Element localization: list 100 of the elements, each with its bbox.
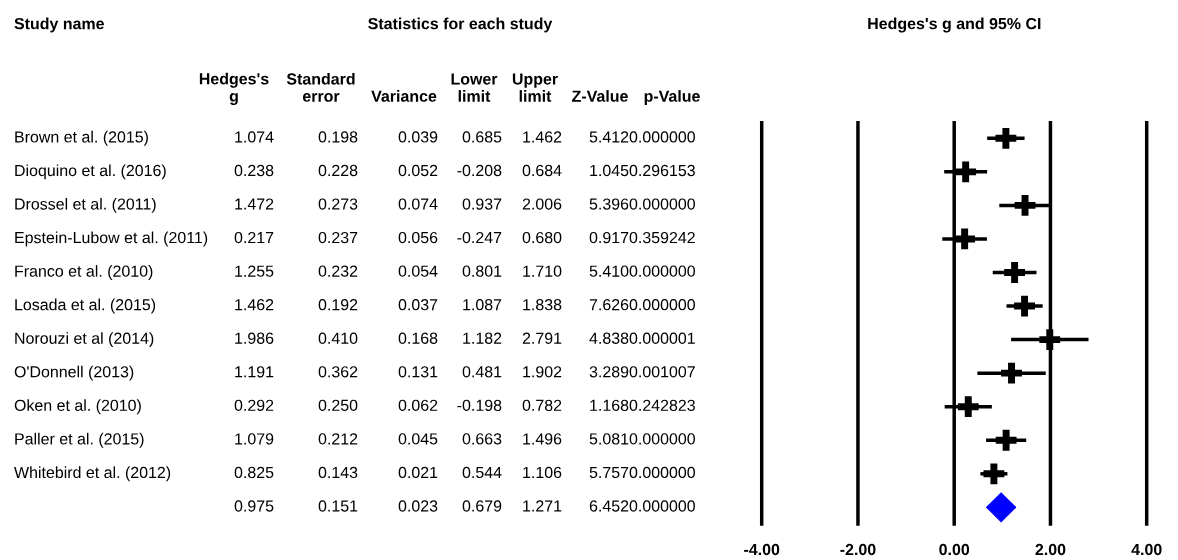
text: 6.452 bbox=[589, 500, 629, 512]
text: -0.247 bbox=[457, 231, 502, 244]
point bbox=[983, 463, 1005, 485]
text: 0.045 bbox=[398, 433, 438, 445]
text: 0.237 bbox=[318, 231, 358, 244]
text: 1.255 bbox=[235, 265, 274, 277]
text: 3.289 bbox=[589, 366, 629, 378]
text: 0.168 bbox=[398, 332, 438, 344]
text: 0.000000 bbox=[629, 466, 695, 479]
text: 1.074 bbox=[235, 131, 274, 143]
text: 1.902 bbox=[523, 366, 562, 378]
text: -0.208 bbox=[457, 164, 502, 177]
text: 0.481 bbox=[462, 366, 502, 378]
text: 0.143 bbox=[318, 466, 358, 479]
text: 0.054 bbox=[398, 265, 438, 277]
category-label: Drossel et al. (2011) bbox=[15, 197, 156, 213]
text: 0.000000 bbox=[629, 500, 695, 512]
text: 5.757 bbox=[589, 466, 629, 479]
text: 0.000001 bbox=[629, 332, 695, 344]
category-label: Brown et al. (2015) bbox=[15, 130, 148, 146]
text: 0.052 bbox=[398, 164, 438, 177]
category-label: Dioquino et al. (2016) bbox=[15, 164, 166, 180]
text: 0.062 bbox=[398, 399, 438, 411]
text: 0.039 bbox=[398, 131, 438, 143]
text: 0.782 bbox=[522, 399, 562, 411]
category-label: Z-Value bbox=[572, 90, 628, 102]
text: 0.000000 bbox=[629, 131, 695, 143]
text: 1.106 bbox=[523, 466, 562, 479]
category-label: Standard error bbox=[286, 72, 355, 102]
category-label: O'Donnell (2013) bbox=[14, 365, 134, 381]
text: 1.986 bbox=[235, 332, 274, 344]
text: 0.663 bbox=[462, 433, 502, 445]
text: 0.679 bbox=[462, 500, 502, 512]
category-label: Hedges's g bbox=[199, 72, 269, 105]
point bbox=[1014, 194, 1036, 216]
x-tick-label: 4.00 bbox=[1131, 543, 1162, 556]
text: 0.362 bbox=[318, 366, 358, 378]
text: Statistics for each study bbox=[368, 17, 553, 33]
text: 0.684 bbox=[522, 164, 562, 177]
x-tick-label: 2.00 bbox=[1035, 543, 1066, 556]
category-label: Oken et al. (2010) bbox=[14, 399, 141, 415]
text: 0.544 bbox=[462, 466, 502, 479]
text: 0.037 bbox=[398, 299, 438, 311]
text: 0.296153 bbox=[629, 164, 695, 177]
text: 0.410 bbox=[318, 332, 358, 344]
text: 0.801 bbox=[462, 265, 502, 277]
text: 1.271 bbox=[523, 500, 562, 512]
text: 7.626 bbox=[589, 299, 629, 311]
text: 0.198 bbox=[318, 131, 358, 143]
text: 2.791 bbox=[522, 332, 562, 344]
text: 0.250 bbox=[318, 399, 358, 411]
chart-title: Hedges's g and 95% CI bbox=[868, 17, 1041, 33]
category-label: Franco et al. (2010) bbox=[15, 265, 153, 280]
text: 0.131 bbox=[398, 366, 438, 378]
text: 1.472 bbox=[235, 198, 274, 210]
text: 0.228 bbox=[318, 164, 358, 177]
text: 1.087 bbox=[463, 299, 502, 311]
point bbox=[1014, 295, 1035, 317]
category-label: Paller et al. (2015) bbox=[15, 432, 144, 448]
text: 5.081 bbox=[589, 433, 629, 445]
point bbox=[955, 161, 977, 183]
text: 0.975 bbox=[234, 500, 274, 512]
text: 0.000000 bbox=[629, 299, 695, 311]
text: 0.232 bbox=[318, 265, 358, 277]
point bbox=[1039, 329, 1061, 351]
text: 1.191 bbox=[235, 366, 274, 378]
text: 0.212 bbox=[318, 433, 358, 445]
category-label: Variance bbox=[371, 90, 437, 102]
text: 0.074 bbox=[398, 198, 438, 210]
text: 0.000000 bbox=[629, 265, 695, 277]
text: 0.023 bbox=[398, 500, 438, 512]
category-label: Losada et al. (2015) bbox=[15, 298, 156, 314]
text: 0.021 bbox=[398, 466, 438, 479]
point bbox=[954, 228, 976, 250]
category-label: Upper limit bbox=[512, 73, 558, 102]
text: 1.462 bbox=[235, 299, 274, 311]
text: 0.192 bbox=[318, 299, 358, 311]
text: 1.462 bbox=[523, 131, 562, 143]
text: 1.168 bbox=[590, 399, 629, 411]
point bbox=[1001, 362, 1022, 384]
text: 0.685 bbox=[462, 131, 502, 143]
text: 0.680 bbox=[522, 231, 562, 244]
text: 0.937 bbox=[462, 198, 502, 210]
text: Study name bbox=[14, 17, 104, 33]
text: 0.917 bbox=[589, 231, 629, 244]
text: 0.359242 bbox=[629, 231, 695, 244]
text: 1.496 bbox=[523, 433, 562, 445]
category-label: Norouzi et al (2014) bbox=[15, 332, 154, 348]
text: 0.151 bbox=[318, 500, 358, 512]
category-label: Whitebird et al. (2012) bbox=[14, 466, 171, 482]
point bbox=[995, 429, 1017, 451]
text: 0.273 bbox=[318, 198, 358, 210]
text: 1.838 bbox=[523, 299, 562, 311]
text: 1.045 bbox=[590, 164, 629, 177]
point bbox=[1004, 262, 1026, 283]
text: 5.396 bbox=[589, 198, 629, 210]
x-tick-label: 0.00 bbox=[939, 543, 970, 556]
category-label: Epstein-Lubow et al. (2011) bbox=[15, 231, 208, 247]
point bbox=[957, 396, 979, 418]
text: 0.238 bbox=[234, 164, 274, 177]
